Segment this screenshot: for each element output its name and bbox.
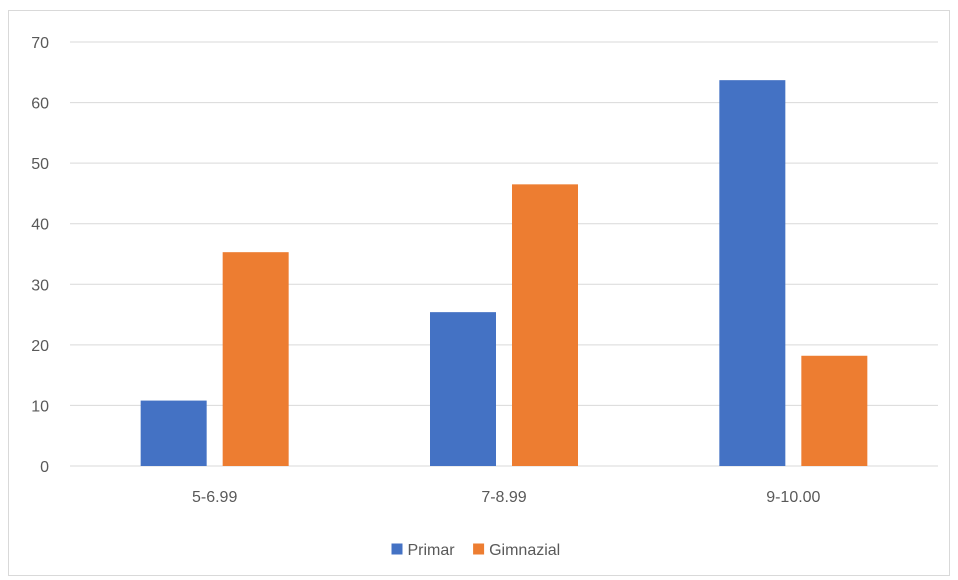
legend-label-gimnazial: Gimnazial bbox=[489, 542, 560, 559]
bars bbox=[140, 80, 868, 467]
y-tick-label: 20 bbox=[31, 338, 49, 355]
legend-label-primar: Primar bbox=[408, 542, 456, 559]
x-tick-label: 5-6.99 bbox=[192, 489, 237, 506]
gridlines bbox=[70, 41, 938, 467]
x-tick-label: 9-10.00 bbox=[766, 489, 820, 506]
bar-gimnazial-1 bbox=[222, 252, 289, 466]
legend: Primar Gimnazial bbox=[391, 542, 560, 559]
y-tick-label: 0 bbox=[40, 459, 49, 476]
legend-swatch-gimnazial bbox=[473, 543, 485, 555]
bar-primar-2 bbox=[430, 312, 496, 466]
bar-primar-1 bbox=[140, 400, 207, 466]
bar-primar-3 bbox=[719, 80, 786, 466]
bar-gimnazial-2 bbox=[512, 184, 578, 467]
y-tick-label: 40 bbox=[31, 217, 49, 234]
y-tick-label: 50 bbox=[31, 156, 49, 173]
chart-frame bbox=[8, 10, 950, 576]
y-tick-label: 30 bbox=[31, 277, 49, 294]
y-tick-label: 10 bbox=[31, 398, 49, 415]
y-tick-label: 60 bbox=[31, 96, 49, 113]
legend-swatch-primar bbox=[391, 543, 403, 555]
y-tick-label: 70 bbox=[31, 35, 49, 52]
x-axis-tick-labels: 5-6.99 7-8.99 9-10.00 bbox=[192, 489, 821, 506]
x-tick-label: 7-8.99 bbox=[481, 489, 526, 506]
y-axis-tick-labels: 0 10 20 30 40 50 60 70 bbox=[31, 35, 49, 476]
bar-gimnazial-3 bbox=[801, 355, 868, 466]
